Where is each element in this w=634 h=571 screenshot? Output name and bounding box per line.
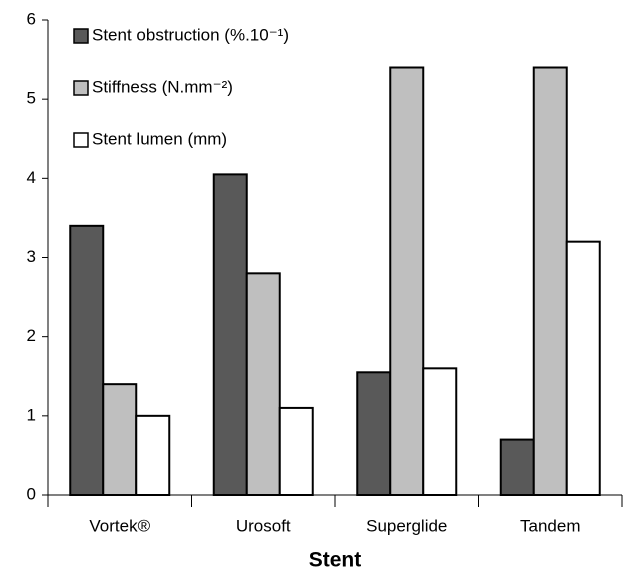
bar [532,66,568,496]
bar [389,66,425,496]
bar [135,414,171,497]
bar [422,367,458,497]
y-tick-label: 1 [27,405,36,424]
bar [69,224,105,496]
legend-label: Stent lumen (mm) [92,129,227,148]
bar [245,272,281,497]
y-tick-label: 6 [27,9,36,28]
legend-label: Stent obstruction (%.10⁻¹) [92,25,289,44]
legend-swatch [73,28,89,44]
y-tick-label: 0 [27,484,36,503]
bar [212,173,248,496]
bar [356,371,392,496]
legend-swatch [73,80,89,96]
y-tick-label: 5 [27,89,36,108]
y-tick-label: 3 [27,247,36,266]
bar [102,383,138,496]
y-tick-label: 2 [27,326,36,345]
x-tick-label: Urosoft [236,516,291,535]
x-axis-label: Stent [309,549,362,571]
x-tick-label: Tandem [520,516,580,535]
legend-swatch [73,132,89,148]
bar [499,438,535,497]
x-tick-label: Superglide [366,516,447,535]
bar [278,406,314,496]
y-tick-label: 4 [27,168,36,187]
x-tick-label: Vortek® [89,516,150,535]
bar [565,240,601,496]
legend-label: Stiffness (N.mm⁻²) [92,77,233,96]
